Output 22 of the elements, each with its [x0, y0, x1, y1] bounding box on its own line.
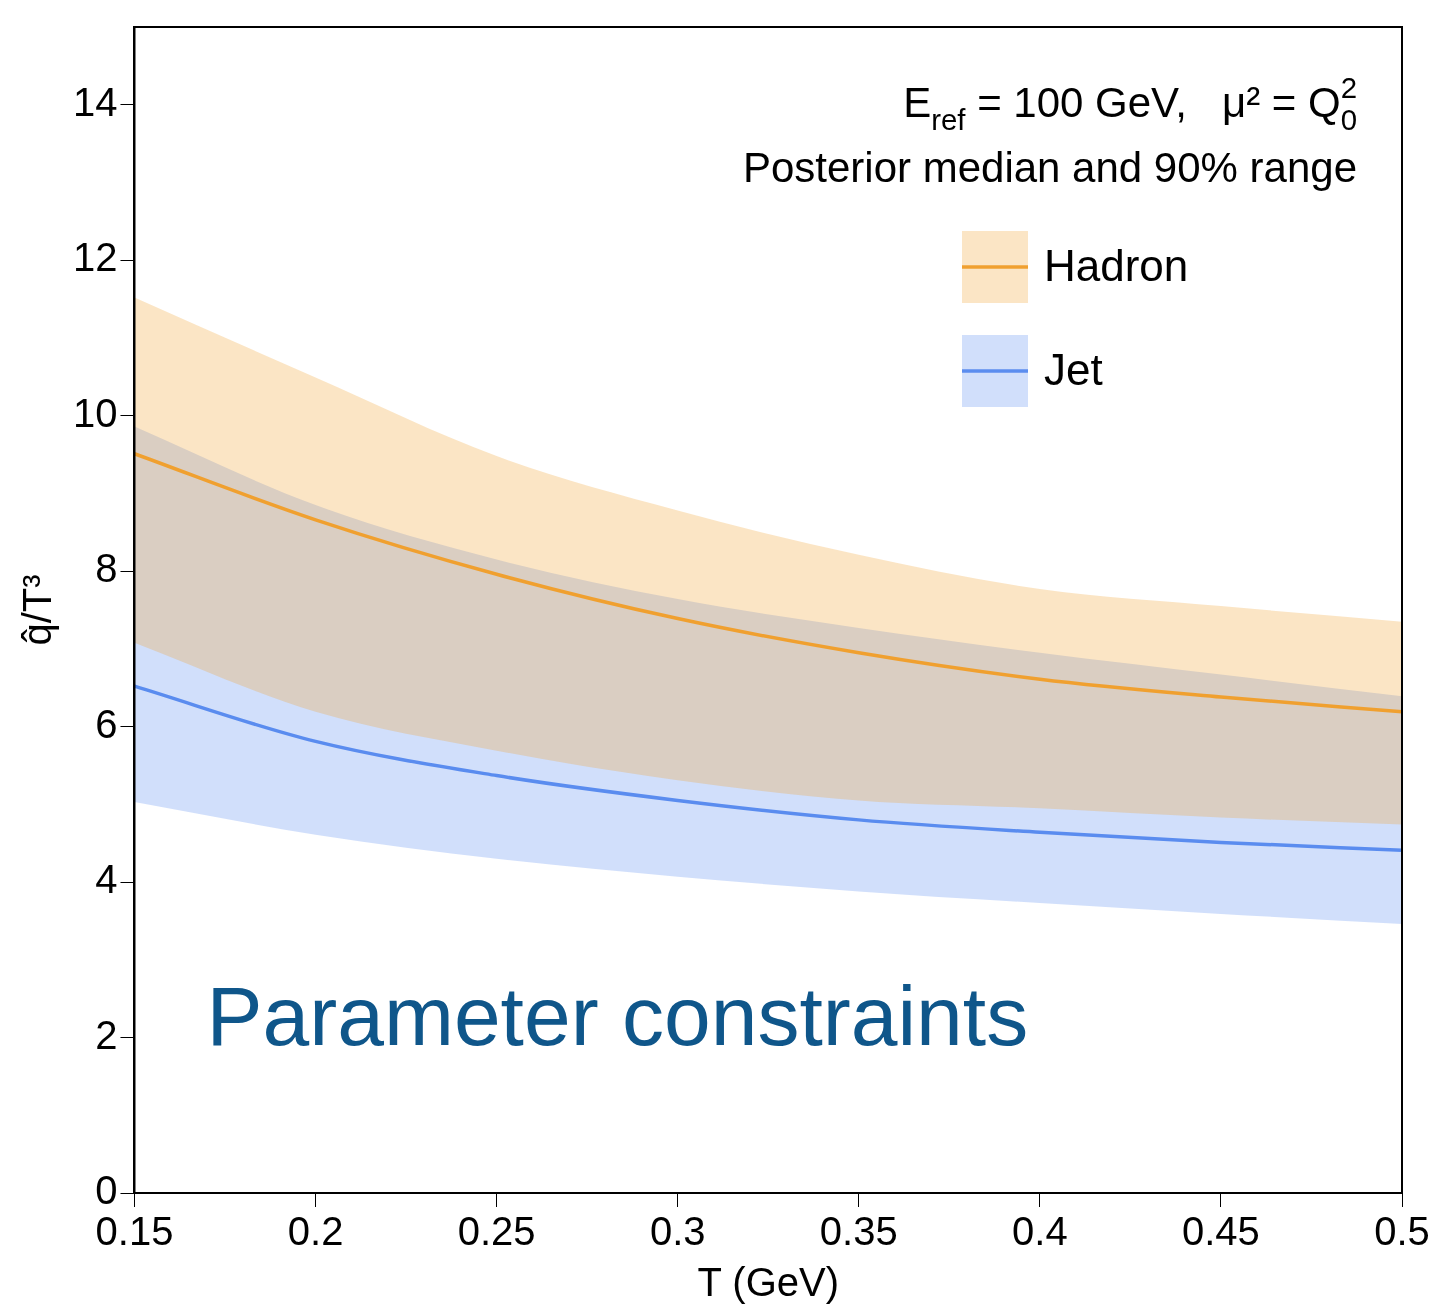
y-tick-label: 2 — [95, 1012, 118, 1057]
x-tick-label: 0.2 — [287, 1209, 344, 1254]
line-series — [134, 684, 1402, 852]
y-axis-title: q̂/T³ — [15, 574, 60, 646]
x-tick-label: 0.4 — [1012, 1209, 1068, 1254]
y-tick-label: 14 — [72, 79, 118, 124]
y-tick-label: 12 — [72, 235, 118, 280]
annotation: Parameter constraints — [206, 969, 1029, 1063]
y-tick-label: 6 — [95, 701, 118, 746]
x-tick-label: 0.25 — [457, 1209, 536, 1254]
line-series — [134, 452, 1402, 714]
x-tick-label: 0.45 — [1182, 1209, 1260, 1254]
legend-label: Hadron — [1044, 241, 1189, 291]
y-tick-label: 10 — [72, 390, 118, 435]
x-tick-label: 0.3 — [649, 1209, 706, 1254]
y-tick-label: 8 — [95, 546, 118, 591]
x-axis-title: T (GeV) — [697, 1260, 839, 1305]
y-tick-label: 4 — [95, 857, 118, 902]
x-tick-label: 0.35 — [819, 1209, 898, 1254]
annotation: Posterior median and 90% range — [742, 144, 1357, 191]
x-tick-label: 0.5 — [1374, 1209, 1430, 1254]
legend-label: Jet — [1044, 345, 1103, 395]
